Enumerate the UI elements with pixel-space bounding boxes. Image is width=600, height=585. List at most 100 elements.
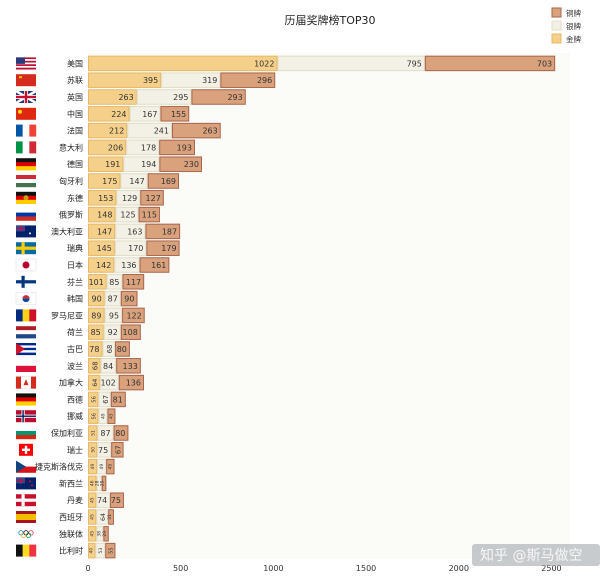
bar-1-12 <box>114 257 140 273</box>
watermark: 知乎 @斯马做空 <box>472 544 600 566</box>
category-label-16: 荷兰 <box>67 327 83 337</box>
category-label-3: 中国 <box>67 109 83 119</box>
value-label-0-3: 224 <box>111 110 126 119</box>
value-label-1-1: 319 <box>202 76 217 85</box>
value-label-2-24: 45 <box>108 464 114 470</box>
value-label-0-26: 45 <box>89 497 95 503</box>
bar-0-9 <box>88 206 116 223</box>
value-label-0-18: 68 <box>92 361 100 370</box>
value-label-1-17: 68 <box>106 345 114 354</box>
flag-icon-29 <box>16 544 37 557</box>
flag-icon-11 <box>16 242 36 255</box>
value-label-2-19: 136 <box>126 379 141 388</box>
legend-swatch-2 <box>551 33 562 44</box>
bar-2-22 <box>113 425 129 441</box>
flag-icon-10 <box>16 225 36 238</box>
value-label-2-2: 293 <box>227 93 242 102</box>
flag-icon-6 <box>16 158 36 171</box>
bar-2-17 <box>115 341 130 357</box>
bar-0-12 <box>88 257 115 273</box>
value-label-2-20: 81 <box>113 395 123 404</box>
bar-0-8 <box>88 190 117 206</box>
bar-1-29 <box>95 542 106 559</box>
bar-1-21 <box>98 408 108 424</box>
bar-1-4 <box>127 122 172 139</box>
legend-swatch-1 <box>551 20 562 31</box>
flag-icon-23 <box>19 443 33 456</box>
category-label-8: 东德 <box>67 193 83 203</box>
value-label-0-17: 78 <box>89 345 99 354</box>
value-label-1-19: 102 <box>100 379 115 388</box>
value-label-1-13: 85 <box>109 278 119 287</box>
value-label-2-6: 230 <box>184 160 199 169</box>
value-label-2-12: 161 <box>151 261 166 270</box>
bar-2-27 <box>108 509 114 525</box>
value-label-1-26: 74 <box>97 496 107 505</box>
bar-2-9 <box>138 206 160 223</box>
value-label-1-12: 136 <box>121 261 136 270</box>
value-label-0-7: 175 <box>102 177 117 186</box>
category-label-19: 加拿大 <box>59 378 83 388</box>
value-label-2-17: 80 <box>117 345 127 354</box>
category-label-26: 丹麦 <box>67 495 83 505</box>
bar-1-20 <box>98 391 111 408</box>
value-label-2-5: 193 <box>177 143 192 152</box>
bar-2-2 <box>191 89 246 105</box>
value-label-0-8: 153 <box>98 194 113 203</box>
category-label-12: 日本 <box>67 260 83 270</box>
category-label-20: 西德 <box>67 394 83 404</box>
x-tick-label-3: 1500 <box>356 564 376 573</box>
flag-icon-21 <box>16 410 36 423</box>
value-label-1-4: 241 <box>154 127 169 136</box>
bar-2-1 <box>220 72 276 88</box>
flag-icon-12 <box>15 258 37 272</box>
value-label-1-22: 87 <box>100 429 110 438</box>
bar-2-20 <box>110 391 126 408</box>
bar-2-10 <box>145 223 181 240</box>
bar-row-20: 西德 56 67 81 <box>67 391 126 408</box>
bar-1-7 <box>120 173 148 189</box>
category-label-10: 澳大利亚 <box>51 226 83 236</box>
value-label-1-5: 178 <box>141 143 156 152</box>
bar-0-17 <box>88 341 103 357</box>
chart-title: 历届奖牌榜TOP30 <box>284 13 375 27</box>
value-label-0-23: 50 <box>90 447 96 453</box>
value-label-0-13: 101 <box>89 278 104 287</box>
flag-icon-4 <box>16 124 37 137</box>
flag-icon-13 <box>16 275 36 288</box>
x-tick-label-4: 2000 <box>449 564 469 573</box>
value-label-1-2: 295 <box>173 93 188 102</box>
value-label-2-16: 108 <box>123 328 138 337</box>
bar-1-2 <box>136 89 192 105</box>
value-label-1-11: 170 <box>128 244 143 253</box>
x-axis: 0 500 1000 1500 2000 2500 <box>85 564 561 573</box>
category-label-22: 保加利亚 <box>51 428 83 438</box>
value-label-1-21: 49 <box>100 413 106 419</box>
bar-0-25 <box>88 475 97 492</box>
value-label-2-9: 115 <box>142 211 157 220</box>
value-label-0-29: 40 <box>88 548 94 554</box>
bar-0-4 <box>88 122 128 139</box>
value-label-2-3: 155 <box>171 110 186 119</box>
bar-2-29 <box>105 542 116 559</box>
value-label-2-15: 122 <box>126 311 141 320</box>
value-label-0-9: 148 <box>97 211 112 220</box>
bar-row-6: 德国 191 194 230 <box>67 156 203 172</box>
bar-0-16 <box>88 324 104 340</box>
bar-1-0 <box>277 55 425 72</box>
bar-row-18: 波兰 68 84 133 <box>67 358 141 374</box>
bar-2-12 <box>139 257 170 273</box>
value-label-0-6: 191 <box>105 160 120 169</box>
flag-icon-7 <box>16 175 36 188</box>
bar-0-27 <box>88 509 97 525</box>
bar-2-8 <box>140 190 164 206</box>
bar-2-13 <box>122 274 145 290</box>
category-label-24: 捷克斯洛伐克 <box>35 462 83 472</box>
value-label-0-19: 64 <box>92 379 99 387</box>
bar-2-11 <box>146 240 180 256</box>
watermark-backdrop <box>472 544 600 566</box>
value-label-1-29: 53 <box>98 548 104 554</box>
category-label-23: 瑞士 <box>67 445 83 455</box>
bar-0-28 <box>88 526 97 542</box>
flag-column <box>15 57 37 557</box>
